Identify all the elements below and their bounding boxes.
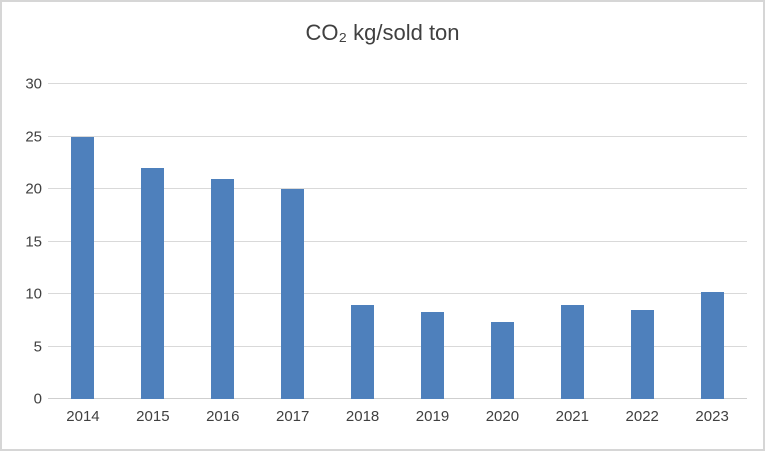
gridline [48, 83, 747, 84]
bar-2019 [420, 311, 444, 399]
bar-2014 [71, 136, 95, 399]
gridline [48, 240, 747, 242]
gridline [48, 188, 747, 189]
y-axis-tick-label: 25 [25, 128, 42, 145]
x-axis-tick-label: 2014 [66, 408, 100, 425]
x-axis-tick-label: 2021 [555, 408, 589, 425]
x-axis-labels: 2014 2015 2016 2017 2018 2019 2020 2021 2022 2023 [48, 408, 747, 425]
bar-2015 [141, 168, 165, 399]
y-axis-labels: 0 5 10 15 20 25 30 [6, 76, 42, 408]
bar-slot [188, 84, 258, 399]
gridline [48, 345, 747, 347]
bar-2016 [211, 178, 235, 399]
x-axis-tick-label: 2015 [136, 408, 170, 425]
gridline [48, 135, 747, 137]
bar-slot [677, 84, 747, 399]
bar-2022 [630, 309, 654, 399]
bar-slot [398, 84, 468, 399]
y-axis-tick-label: 5 [33, 338, 42, 355]
x-axis-tick-label: 2018 [345, 408, 380, 425]
x-axis-tick-label: 2023 [695, 408, 729, 425]
y-axis-tick-label: 0 [33, 390, 42, 408]
x-axis-tick-label: 2017 [275, 408, 310, 425]
x-axis-tick-label: 2016 [206, 408, 240, 425]
bars-container [48, 84, 747, 399]
bar-2023 [700, 291, 724, 399]
x-axis-tick-label: 2022 [625, 408, 659, 425]
y-axis-tick-label: 30 [25, 75, 42, 93]
y-axis-tick-label: 10 [25, 285, 42, 303]
plot-area [48, 83, 747, 399]
x-axis-tick-label: 2020 [485, 408, 520, 425]
bar-slot [467, 84, 537, 399]
bar-2021 [560, 304, 584, 399]
x-axis-line [48, 398, 747, 399]
bar-2018 [351, 304, 375, 399]
bar-2017 [281, 189, 305, 399]
bar-slot [48, 84, 118, 399]
bar-2020 [490, 322, 514, 399]
x-axis-tick-label: 2019 [415, 408, 450, 425]
chart-title: CO₂ kg/sold ton [305, 20, 460, 45]
bar-slot [328, 84, 398, 399]
bar-slot [258, 84, 328, 399]
bar-slot [118, 84, 188, 399]
y-axis-tick-label: 15 [25, 233, 42, 250]
bar-slot [537, 84, 607, 399]
y-axis-tick-label: 20 [25, 180, 42, 198]
gridline [48, 293, 747, 294]
bar-slot [607, 84, 677, 399]
